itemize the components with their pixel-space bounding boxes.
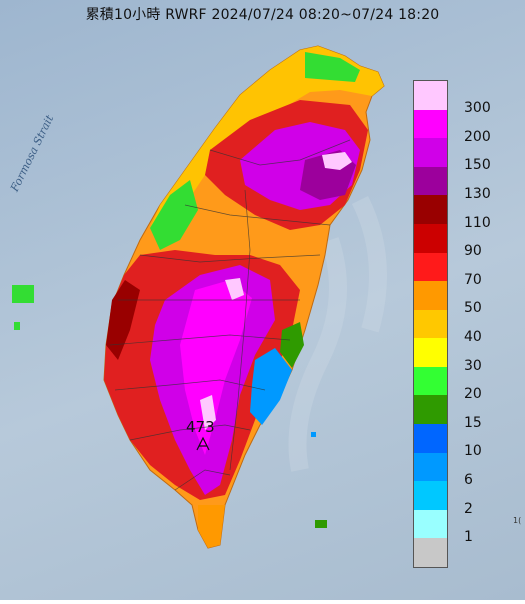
legend-swatch <box>414 338 447 368</box>
legend-tick-label: 50 <box>464 300 482 317</box>
legend-swatch <box>414 481 447 511</box>
offshore-patch-4 <box>311 432 316 437</box>
east-blue-zone <box>250 348 292 425</box>
legend-swatch <box>414 452 447 482</box>
legend-tick-label: 15 <box>464 414 482 431</box>
legend-swatch <box>414 166 447 196</box>
legend-tick-label: 70 <box>464 271 482 288</box>
legend-tick-label: 300 <box>464 100 491 117</box>
legend-swatch <box>414 538 447 568</box>
legend-swatch <box>414 223 447 254</box>
color-legend <box>413 80 448 568</box>
south-tip-orange <box>198 505 225 548</box>
max-marker-icon <box>196 436 210 451</box>
legend-swatch <box>414 366 447 396</box>
legend-swatch <box>414 509 447 539</box>
north-green-patch <box>305 52 360 82</box>
legend-tick-label: 110 <box>464 214 491 231</box>
legend-tick-label: 6 <box>464 471 473 488</box>
sea-texture <box>288 195 387 472</box>
legend-swatch <box>414 109 447 139</box>
legend-swatch <box>414 281 447 311</box>
county-boundaries <box>109 139 351 491</box>
east-green-zone <box>280 322 304 368</box>
northwest-green-patch <box>150 180 198 250</box>
offshore-patch-3 <box>315 520 327 528</box>
legend-swatch <box>414 195 447 225</box>
legend-tick-label: 1 <box>464 529 473 546</box>
corner-text: 1( <box>513 516 522 525</box>
legend-tick-label: 10 <box>464 443 482 460</box>
offshore-patch-2 <box>14 322 20 330</box>
legend-swatch <box>414 309 447 339</box>
legend-swatch <box>414 252 447 282</box>
legend-tick-label: 2 <box>464 500 473 517</box>
pink-peak-north <box>322 152 352 170</box>
legend-swatch <box>414 395 447 425</box>
bright-magenta-core <box>180 280 252 455</box>
legend-tick-label: 40 <box>464 329 482 345</box>
pink-peak-central <box>225 278 244 300</box>
legend-swatch <box>414 81 447 111</box>
map-title: 累積10小時 RWRF 2024/07/24 08:20~07/24 18:20 <box>85 7 440 23</box>
legend-swatch <box>414 138 447 168</box>
legend-tick-label: 30 <box>464 357 482 374</box>
legend-tick-label: 130 <box>464 186 491 203</box>
legend-swatch <box>414 424 447 454</box>
legend-tick-label: 90 <box>464 243 482 260</box>
max-rainfall-label: 473 <box>186 418 215 436</box>
legend-tick-label: 20 <box>464 386 482 403</box>
pink-peak-south <box>200 395 216 430</box>
offshore-patch-1 <box>12 285 34 303</box>
legend-tick-label: 200 <box>464 128 491 145</box>
legend-tick-label: 150 <box>464 157 491 174</box>
